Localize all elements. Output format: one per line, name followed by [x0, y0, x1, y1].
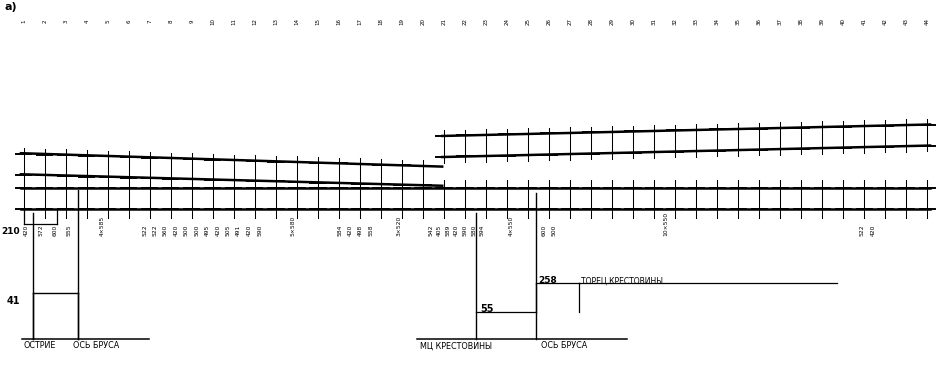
Text: 2: 2	[42, 19, 48, 23]
Text: 27: 27	[568, 18, 573, 25]
Text: 24: 24	[505, 18, 510, 25]
Text: 420: 420	[24, 224, 29, 236]
Text: 505: 505	[225, 224, 231, 236]
Text: 420: 420	[215, 224, 221, 236]
Text: 420: 420	[246, 224, 252, 236]
Text: 21: 21	[441, 18, 446, 25]
Text: 5×580: 5×580	[290, 215, 296, 236]
Text: 41: 41	[862, 18, 866, 25]
Text: 43: 43	[903, 18, 909, 25]
Text: 20: 20	[420, 18, 425, 25]
Text: 600: 600	[541, 224, 547, 236]
Text: 500: 500	[194, 224, 200, 236]
Text: 41: 41	[7, 296, 20, 306]
Text: 10×550: 10×550	[663, 211, 669, 236]
Text: 4×550: 4×550	[509, 215, 514, 236]
Text: 16: 16	[337, 18, 341, 25]
Text: 210: 210	[1, 227, 20, 236]
Text: 4×585: 4×585	[99, 215, 105, 236]
Text: 37: 37	[778, 18, 783, 25]
Text: 29: 29	[610, 18, 614, 25]
Text: 560: 560	[163, 224, 168, 236]
Text: 8: 8	[168, 19, 173, 23]
Text: 405: 405	[437, 224, 442, 236]
Text: 42: 42	[883, 18, 887, 25]
Text: 542: 542	[428, 224, 434, 236]
Text: 35: 35	[736, 18, 741, 25]
Text: а): а)	[5, 2, 17, 12]
Text: 7: 7	[147, 19, 152, 23]
Text: 28: 28	[589, 18, 593, 25]
Text: 23: 23	[483, 18, 489, 25]
Text: 258: 258	[538, 277, 557, 285]
Text: 10: 10	[210, 18, 215, 25]
Text: 580: 580	[471, 224, 476, 236]
Text: 420: 420	[347, 224, 353, 236]
Text: 26: 26	[547, 18, 552, 25]
Text: ОСЬ БРУСА: ОСЬ БРУСА	[541, 342, 588, 350]
Text: 3×520: 3×520	[397, 215, 402, 236]
Text: 500: 500	[184, 224, 189, 236]
Text: 19: 19	[399, 18, 404, 25]
Text: 3: 3	[64, 19, 68, 23]
Text: 14: 14	[295, 18, 300, 25]
Text: 572: 572	[38, 224, 44, 236]
Text: 590: 590	[462, 224, 468, 236]
Text: 32: 32	[672, 18, 678, 25]
Text: 33: 33	[693, 18, 699, 25]
Text: 11: 11	[231, 18, 237, 25]
Text: 498: 498	[358, 224, 363, 236]
Text: 594: 594	[479, 224, 485, 236]
Text: 25: 25	[526, 18, 531, 25]
Text: 589: 589	[445, 224, 451, 236]
Text: 13: 13	[273, 18, 279, 25]
Text: 420: 420	[870, 224, 876, 236]
Text: 491: 491	[236, 224, 242, 236]
Text: 39: 39	[820, 18, 825, 25]
Text: 6: 6	[126, 19, 131, 23]
Text: 4: 4	[85, 19, 89, 23]
Text: 590: 590	[257, 224, 262, 236]
Text: 44: 44	[924, 18, 930, 25]
Text: 12: 12	[252, 18, 258, 25]
Text: 34: 34	[714, 18, 720, 25]
Text: 5: 5	[106, 19, 110, 23]
Text: 495: 495	[204, 224, 210, 236]
Text: ТОРЕЦ КРЕСТОВИНЫ: ТОРЕЦ КРЕСТОВИНЫ	[581, 277, 663, 285]
Text: 55: 55	[480, 304, 494, 314]
Text: 15: 15	[316, 18, 320, 25]
Text: 9: 9	[189, 19, 194, 23]
Text: 1: 1	[21, 19, 27, 23]
Text: 38: 38	[799, 18, 804, 25]
Text: 600: 600	[52, 224, 58, 236]
Text: 22: 22	[462, 18, 468, 25]
Text: 420: 420	[173, 224, 179, 236]
Text: ОСТРИЕ: ОСТРИЕ	[24, 342, 56, 350]
Text: 17: 17	[358, 18, 362, 25]
Text: 558: 558	[368, 224, 374, 236]
Text: 18: 18	[378, 18, 383, 25]
Text: 30: 30	[631, 18, 635, 25]
Text: МЦ КРЕСТОВИНЫ: МЦ КРЕСТОВИНЫ	[420, 342, 493, 350]
Text: 500: 500	[552, 224, 557, 236]
Text: 420: 420	[454, 224, 459, 236]
Text: 555: 555	[67, 224, 72, 236]
Text: 522: 522	[142, 224, 147, 236]
Text: 522: 522	[152, 224, 158, 236]
Text: ОСЬ БРУСА: ОСЬ БРУСА	[73, 342, 120, 350]
Text: 522: 522	[859, 224, 864, 236]
Text: 40: 40	[841, 18, 845, 25]
Text: 584: 584	[337, 224, 342, 236]
Text: 36: 36	[757, 18, 762, 25]
Text: 31: 31	[651, 18, 656, 25]
